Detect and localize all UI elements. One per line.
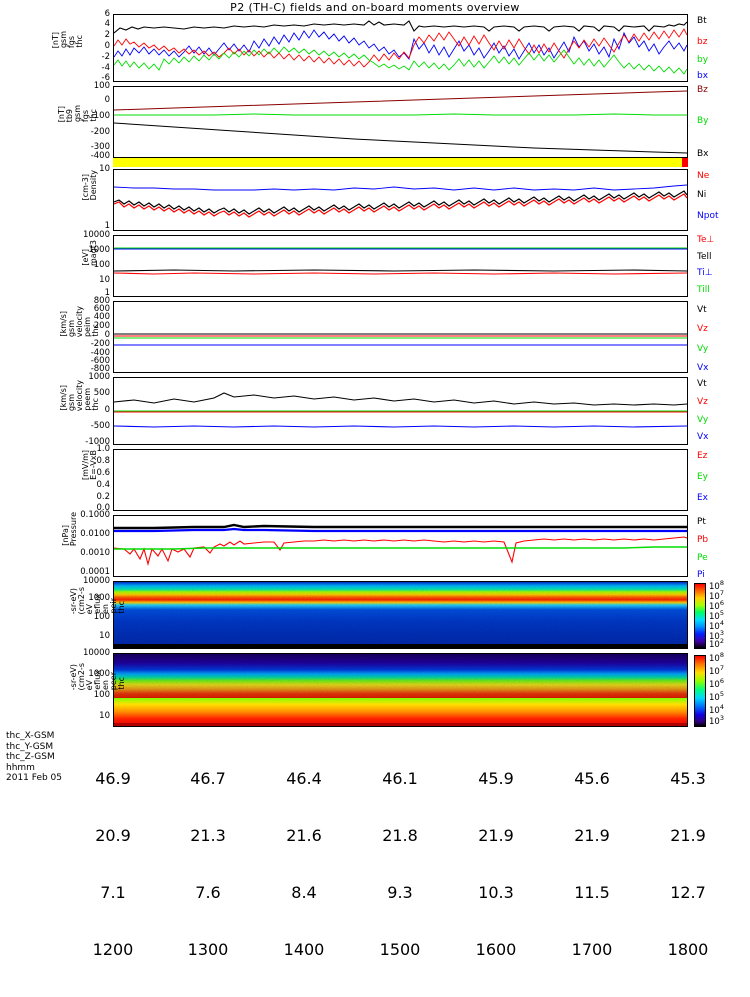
footer-label-y: thc_Y-GSM [6,741,54,752]
status-bar-end [682,158,688,167]
legend-bz-lower: bz [697,37,708,47]
legend-by-lower: by [697,55,709,65]
legend-pe: Pe [697,553,708,563]
panel-magt3-plot [114,247,687,275]
panel-density-plot [114,184,687,218]
footer-column: 45.6 21.9 11.5 1700 [562,731,622,997]
legend-vx-elec: Vx [697,432,709,442]
legend-bx-lower: bx [697,71,709,81]
legend-vt-ion: Vt [697,305,707,315]
legend-ex: Ex [697,493,709,503]
panel-peim-velocity-plot [114,333,687,346]
summary-plot-page: P2 (TH-C) fields and on-board moments ov… [6,1,724,959]
panel-magt3 [113,235,688,297]
legend-bx-upper: Bx [697,149,709,159]
legend-vz-ion: Vz [697,324,708,334]
legend-vx-ion: Vx [697,363,709,373]
spectrogram-peir [113,581,688,649]
footer-column: 46.9 20.9 7.1 1200 [83,731,143,997]
legend-ez: Ez [697,451,708,461]
panel-peem-velocity [113,377,688,445]
x-tick-label: 1200 [92,940,134,959]
colorbar-peer [694,655,706,727]
legend-ti-par: Till [697,285,710,295]
colorbar-peer-labels: 108 107 106 105 104 103 [709,651,724,727]
legend-ey: Ey [697,472,709,482]
legend-ni: Ni [697,190,707,200]
legend-by-upper: By [697,116,709,126]
footer-label-z: thc_Z-GSM [6,752,55,762]
panel-peem-velocity-plot [114,392,687,428]
footer-row-labels: thc_X-GSM thc_Y-GSM thc_Z-GSM hhmm 2011 … [6,731,62,784]
colorbar-peir-labels: 108 107 106 105 104 103 102 [709,579,724,650]
footer-column: 45.3 21.9 12.7 1800 [658,731,718,997]
footer-column: 45.9 21.9 10.3 1600 [466,731,526,997]
panel-fgs-gsm-tb9-plot [114,90,687,154]
x-tick-label: 1800 [667,940,709,959]
footer-date: 2011 Feb 05 [6,773,63,783]
panel-pressure-plot [114,523,687,567]
footer-label-hhmm: hhmm [6,762,35,773]
panel-fgs-gsm-plot [114,20,687,75]
legend-vt-elec: Vt [697,379,707,389]
legend-vz-elec: Vz [697,397,708,407]
legend-vy-ion: Vy [697,344,709,354]
panel-pressure [113,515,688,577]
spectrogram-peer [113,653,688,727]
page-title: P2 (TH-C) fields and on-board moments ov… [230,1,520,14]
x-tick-label: 1400 [283,940,325,959]
x-tick-label: 1500 [379,940,421,959]
spectrogram-peir-image [114,582,687,648]
legend-npot: Npot [697,211,719,221]
panel-efield [113,449,688,511]
colorbar-peir [694,583,706,649]
status-bar [113,158,688,167]
x-tick-label: 1300 [187,940,229,959]
legend-bz-upper: Bz [697,85,708,95]
legend-te-par: Tell [697,252,712,262]
legend-pi: Pi [697,570,705,580]
legend-pb: Pb [697,535,709,545]
legend-vy-elec: Vy [697,415,709,425]
panel-fgs-gsm [113,14,688,82]
footer-column: 46.7 21.3 7.6 1300 [178,731,238,997]
legend-pt: Pt [697,517,706,527]
panel-peim-velocity [113,301,688,373]
panel-fgs-gsm-tb9 [113,86,688,158]
x-tick-label: 1700 [571,940,613,959]
legend-bt: Bt [697,16,707,26]
legend-ti-perp: Ti⊥ [697,268,713,278]
x-tick-label: 1600 [475,940,517,959]
legend-ne: Ne [697,171,710,181]
footer-column: 46.1 21.8 9.3 1500 [370,731,430,997]
spectrogram-peer-image [114,654,687,726]
legend-te-perp: Te⊥ [697,235,715,245]
footer-column: 46.4 21.6 8.4 1400 [274,731,334,997]
footer-label-x: thc_X-GSM [6,731,55,741]
panel-density [113,169,688,231]
